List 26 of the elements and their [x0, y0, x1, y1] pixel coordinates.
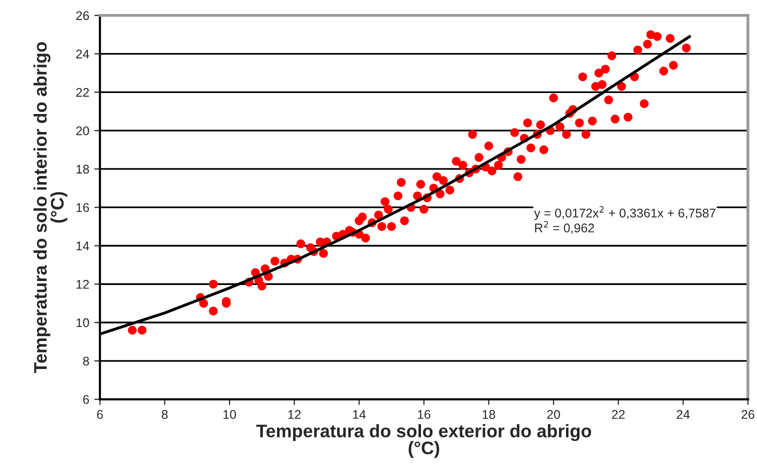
- y-tick-label: 26: [76, 11, 89, 20]
- y-tick-label: 14: [76, 242, 90, 250]
- y-tick-label: 20: [76, 126, 90, 136]
- x-tick-label: 24: [676, 410, 690, 419]
- y-tick-label: 10: [76, 318, 90, 328]
- y-tick-label: 24: [76, 50, 90, 58]
- y-axis-title: Temperatura do solo interior do abrigo (°C): [34, 42, 68, 373]
- x-axis-title: Temperatura do solo exterior do abrigo (°C): [256, 424, 592, 458]
- y-tick-label: 16: [76, 203, 89, 212]
- y-tick-label: 6: [83, 395, 89, 404]
- y-tick-label: 8: [83, 356, 89, 366]
- y-tick-label: 22: [76, 88, 89, 97]
- y-tick-label: 12: [76, 280, 89, 289]
- x-tick-label: 14: [353, 410, 366, 419]
- x-tick-label: 6: [97, 410, 103, 419]
- x-tick-label: 10: [224, 410, 236, 419]
- x-tick-label: 8: [162, 410, 168, 419]
- x-tick-label: 20: [547, 410, 560, 419]
- annotation: y = 0,0172x$^{2}$ + 0,3361x + 6,7587: [534, 206, 716, 220]
- x-tick-label: 12: [288, 410, 301, 419]
- x-tick-label: 22: [612, 410, 625, 419]
- x-tick-label: 26: [742, 410, 754, 419]
- y-tick-label: 18: [76, 164, 89, 174]
- annotation: R$^{2}$ = 0,962: [535, 220, 594, 234]
- x-tick-label: 16: [418, 410, 430, 419]
- x-tick-label: 18: [482, 410, 496, 419]
